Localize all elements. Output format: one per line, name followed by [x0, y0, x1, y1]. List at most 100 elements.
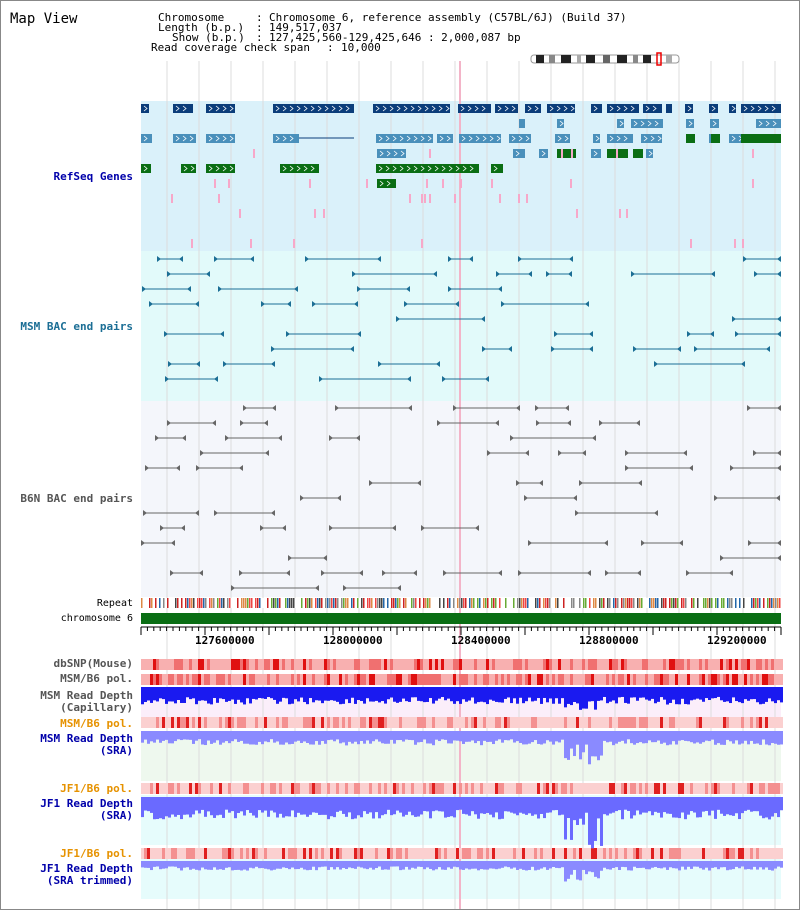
polymorphism-cell [747, 659, 750, 670]
polymorphism-cell [516, 848, 519, 859]
polymorphism-cell [756, 783, 759, 794]
polymorphism-cell [273, 659, 276, 670]
read-depth-bar [414, 861, 417, 869]
repeat-element [331, 598, 333, 608]
polymorphism-cell [588, 717, 591, 728]
polymorphism-cell [714, 848, 717, 859]
polymorphism-cell [723, 674, 726, 685]
polymorphism-cell [759, 717, 762, 728]
polymorphism-cell [669, 848, 672, 859]
read-depth-bar [435, 731, 438, 740]
polymorphism-cell [507, 674, 510, 685]
read-depth-bar [495, 687, 498, 702]
polymorphism-cell [729, 659, 732, 670]
repeat-element [217, 598, 219, 608]
read-depth-bar [672, 861, 675, 869]
polymorphism-cell [288, 659, 291, 670]
repeat-element [461, 598, 463, 608]
polymorphism-cell [657, 717, 660, 728]
read-depth-bar [759, 797, 762, 816]
read-depth-bar [558, 797, 561, 816]
polymorphism-cell [441, 674, 444, 685]
read-depth-bar [315, 731, 318, 742]
read-depth-bar [645, 731, 648, 744]
polymorphism-cell [537, 717, 540, 728]
polymorphism-cell [162, 848, 165, 859]
track-label-b6n-bac[interactable]: B6N BAC end pairs [20, 492, 133, 505]
polymorphism-cell [393, 717, 396, 728]
polymorphism-cell [525, 783, 528, 794]
polymorphism-cell [687, 783, 690, 794]
read-depth-bar [540, 687, 543, 704]
refseq-pink-tick [571, 149, 573, 158]
read-depth-bar [186, 861, 189, 868]
polymorphism-cell [153, 674, 156, 685]
repeat-element [273, 598, 275, 608]
gene-feature [685, 104, 693, 113]
repeat-element [473, 598, 475, 608]
read-depth-bar [171, 687, 174, 702]
read-depth-bar [453, 687, 456, 704]
gene-strand-arrow [282, 165, 287, 172]
polymorphism-cell [174, 659, 177, 670]
polymorphism-cell [726, 848, 729, 859]
msm-bac-pair-end [498, 286, 502, 292]
polymorphism-cell [207, 848, 210, 859]
msm-bac-pair-end [654, 361, 658, 367]
gene-strand-arrow [208, 135, 213, 142]
polymorphism-cell [534, 659, 537, 670]
polymorphism-cell [435, 717, 438, 728]
polymorphism-cell [279, 659, 282, 670]
polymorphism-cell [690, 674, 693, 685]
polymorphism-cell [732, 674, 735, 685]
b6n-bac-pair-end [321, 570, 325, 576]
polymorphism-cell [714, 674, 717, 685]
read-depth-bar [378, 797, 381, 819]
read-depth-bar [342, 797, 345, 814]
polymorphism-cell [444, 674, 447, 685]
polymorphism-cell [660, 717, 663, 728]
polymorphism-cell [663, 783, 666, 794]
repeat-element [609, 598, 611, 608]
gene-strand-arrow [389, 105, 394, 112]
read-depth-bar [444, 861, 447, 870]
msm-bac-pair-end [687, 331, 691, 337]
track-label-refseq[interactable]: RefSeq Genes [53, 170, 133, 183]
msm-bac-pair-end [777, 331, 781, 337]
polymorphism-cell [612, 674, 615, 685]
polymorphism-cell [726, 717, 729, 728]
read-depth-bar [600, 731, 603, 756]
read-depth-bar [699, 687, 702, 700]
repeat-element [285, 598, 287, 608]
polymorphism-cell [528, 848, 531, 859]
read-depth-bar [531, 731, 534, 743]
polymorphism-cell [576, 717, 579, 728]
polymorphism-cell [408, 783, 411, 794]
polymorphism-cell [630, 717, 633, 728]
read-depth-bar [591, 731, 594, 757]
track-label-msm-bac[interactable]: MSM BAC end pairs [20, 320, 133, 333]
repeat-element [563, 598, 565, 608]
read-depth-bar [189, 797, 192, 818]
polymorphism-cell [276, 848, 279, 859]
polymorphism-cell [294, 848, 297, 859]
polymorphism-cell [348, 848, 351, 859]
read-depth-bar [162, 731, 165, 741]
polymorphism-cell [699, 674, 702, 685]
read-depth-bar [747, 731, 750, 745]
polymorphism-cell [150, 717, 153, 728]
polymorphism-cell [267, 659, 270, 670]
read-depth-bar [450, 861, 453, 869]
polymorphism-cell [210, 717, 213, 728]
read-depth-bar [612, 687, 615, 701]
polymorphism-cell [255, 783, 258, 794]
gene-strand-arrow [392, 165, 397, 172]
page-title: Map View [10, 11, 78, 27]
repeat-element [573, 598, 575, 608]
polymorphism-cell [615, 717, 618, 728]
polymorphism-cell [417, 659, 420, 670]
polymorphism-cell [561, 674, 564, 685]
read-depth-bar [447, 797, 450, 817]
